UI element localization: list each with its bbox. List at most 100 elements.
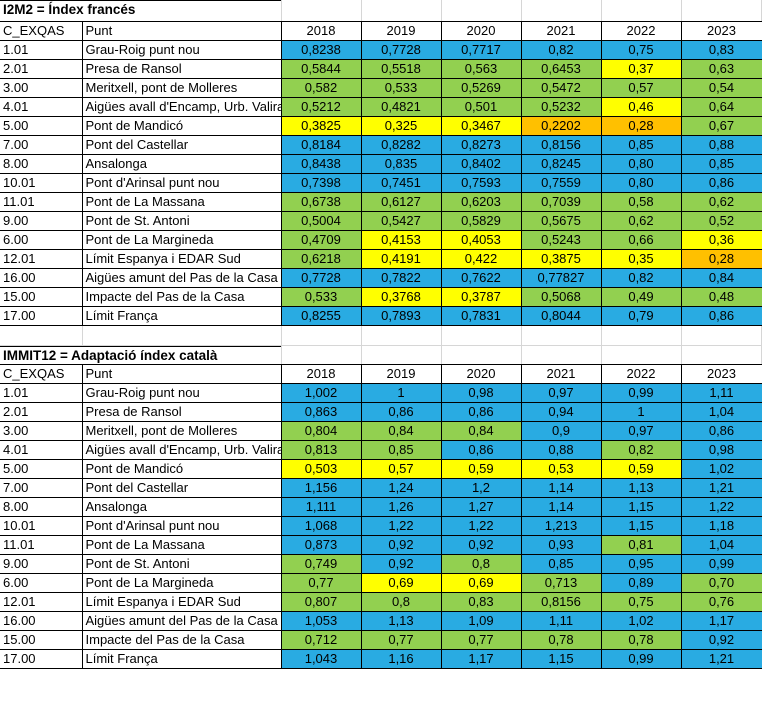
value-cell[interactable]: 0,79 [600, 306, 682, 326]
value-cell[interactable]: 0,7831 [440, 306, 522, 326]
value-cell[interactable]: 1,04 [680, 402, 762, 422]
value-cell[interactable]: 0,80 [600, 154, 682, 174]
value-cell[interactable]: 0,7728 [280, 268, 362, 288]
value-cell[interactable]: 0,36 [680, 230, 762, 250]
value-cell[interactable]: 0,80 [600, 173, 682, 193]
value-cell[interactable]: 0,9 [520, 421, 602, 441]
value-cell[interactable]: 1,002 [280, 383, 362, 403]
value-cell[interactable]: 1,14 [520, 478, 602, 498]
code-cell[interactable]: 6.00 [0, 230, 83, 250]
punt-cell[interactable]: Pont de La Massana [81, 535, 282, 555]
value-cell[interactable]: 1,04 [680, 535, 762, 555]
value-cell[interactable]: 0,78 [520, 630, 602, 650]
value-cell[interactable]: 0,4709 [280, 230, 362, 250]
punt-cell[interactable]: Límit Espanya i EDAR Sud [81, 249, 282, 269]
punt-cell[interactable]: Pont del Castellar [81, 135, 282, 155]
code-cell[interactable]: 2.01 [0, 402, 83, 422]
code-cell[interactable]: 3.00 [0, 421, 83, 441]
value-cell[interactable]: 0,5518 [360, 59, 442, 79]
value-cell[interactable]: 0,4821 [360, 97, 442, 117]
value-cell[interactable]: 0,5232 [520, 97, 602, 117]
value-cell[interactable]: 1,16 [360, 649, 442, 669]
code-cell[interactable]: 8.00 [0, 154, 83, 174]
punt-cell[interactable]: Límit França [81, 306, 282, 326]
value-cell[interactable]: 1,02 [600, 611, 682, 631]
value-cell[interactable]: 0,7893 [360, 306, 442, 326]
value-cell[interactable]: 0,92 [360, 554, 442, 574]
value-cell[interactable]: 0,4053 [440, 230, 522, 250]
value-cell[interactable]: 0,807 [280, 592, 362, 612]
code-cell[interactable]: 9.00 [0, 211, 83, 231]
value-cell[interactable]: 0,70 [680, 573, 762, 593]
value-cell[interactable]: 0,85 [360, 440, 442, 460]
value-cell[interactable]: 0,98 [440, 383, 522, 403]
punt-cell[interactable]: Aigües amunt del Pas de la Casa [81, 611, 282, 631]
value-cell[interactable]: 0,713 [520, 573, 602, 593]
value-cell[interactable]: 0,66 [600, 230, 682, 250]
value-cell[interactable]: 0,835 [360, 154, 442, 174]
value-cell[interactable]: 0,77827 [520, 268, 602, 288]
value-cell[interactable]: 0,8044 [520, 306, 602, 326]
value-cell[interactable]: 0,5269 [440, 78, 522, 98]
column-header-2018[interactable]: 2018 [280, 21, 362, 41]
value-cell[interactable]: 0,563 [440, 59, 522, 79]
punt-cell[interactable]: Impacte del Pas de la Casa [81, 287, 282, 307]
value-cell[interactable]: 0,7559 [520, 173, 602, 193]
punt-cell[interactable]: Aigües avall d'Encamp, Urb. Valira [81, 440, 282, 460]
value-cell[interactable]: 0,8438 [280, 154, 362, 174]
value-cell[interactable]: 0,83 [440, 592, 522, 612]
value-cell[interactable]: 0,97 [520, 383, 602, 403]
value-cell[interactable]: 0,82 [600, 440, 682, 460]
value-cell[interactable]: 0,7728 [360, 40, 442, 60]
value-cell[interactable]: 0,582 [280, 78, 362, 98]
value-cell[interactable]: 0,48 [680, 287, 762, 307]
value-cell[interactable]: 0,84 [680, 268, 762, 288]
value-cell[interactable]: 0,99 [600, 649, 682, 669]
value-cell[interactable]: 1,17 [680, 611, 762, 631]
code-cell[interactable]: 12.01 [0, 249, 83, 269]
punt-cell[interactable]: Pont de La Margineda [81, 573, 282, 593]
column-header-2021[interactable]: 2021 [520, 364, 602, 384]
value-cell[interactable]: 0,84 [440, 421, 522, 441]
value-cell[interactable]: 1,11 [520, 611, 602, 631]
value-cell[interactable]: 0,813 [280, 440, 362, 460]
value-cell[interactable]: 0,92 [440, 535, 522, 555]
value-cell[interactable]: 0,57 [600, 78, 682, 98]
value-cell[interactable]: 0,63 [680, 59, 762, 79]
value-cell[interactable]: 0,2202 [520, 116, 602, 136]
value-cell[interactable]: 0,77 [440, 630, 522, 650]
code-cell[interactable]: 15.00 [0, 630, 83, 650]
value-cell[interactable]: 1,053 [280, 611, 362, 631]
punt-cell[interactable]: Aigües avall d'Encamp, Urb. Valira [81, 97, 282, 117]
value-cell[interactable]: 1,21 [680, 649, 762, 669]
value-cell[interactable]: 0,533 [280, 287, 362, 307]
value-cell[interactable]: 0,76 [680, 592, 762, 612]
value-cell[interactable]: 0,28 [600, 116, 682, 136]
value-cell[interactable]: 0,8402 [440, 154, 522, 174]
punt-cell[interactable]: Presa de Ransol [81, 59, 282, 79]
value-cell[interactable]: 1,213 [520, 516, 602, 536]
column-header-2020[interactable]: 2020 [440, 21, 522, 41]
value-cell[interactable]: 0,69 [360, 573, 442, 593]
value-cell[interactable]: 0,8156 [520, 135, 602, 155]
punt-cell[interactable]: Pont d'Arinsal punt nou [81, 173, 282, 193]
code-cell[interactable]: 1.01 [0, 40, 83, 60]
value-cell[interactable]: 0,83 [680, 40, 762, 60]
value-cell[interactable]: 0,86 [680, 173, 762, 193]
value-cell[interactable]: 0,5675 [520, 211, 602, 231]
punt-cell[interactable]: Pont del Castellar [81, 478, 282, 498]
value-cell[interactable]: 0,93 [520, 535, 602, 555]
value-cell[interactable]: 0,8282 [360, 135, 442, 155]
value-cell[interactable]: 0,46 [600, 97, 682, 117]
value-cell[interactable]: 0,8184 [280, 135, 362, 155]
value-cell[interactable]: 0,503 [280, 459, 362, 479]
value-cell[interactable]: 0,92 [680, 630, 762, 650]
value-cell[interactable]: 0,78 [600, 630, 682, 650]
value-cell[interactable]: 0,86 [440, 440, 522, 460]
column-header-2022[interactable]: 2022 [600, 364, 682, 384]
punt-cell[interactable]: Pont de Mandicó [81, 459, 282, 479]
value-cell[interactable]: 0,8273 [440, 135, 522, 155]
value-cell[interactable]: 0,85 [520, 554, 602, 574]
value-cell[interactable]: 0,82 [600, 268, 682, 288]
value-cell[interactable]: 0,804 [280, 421, 362, 441]
